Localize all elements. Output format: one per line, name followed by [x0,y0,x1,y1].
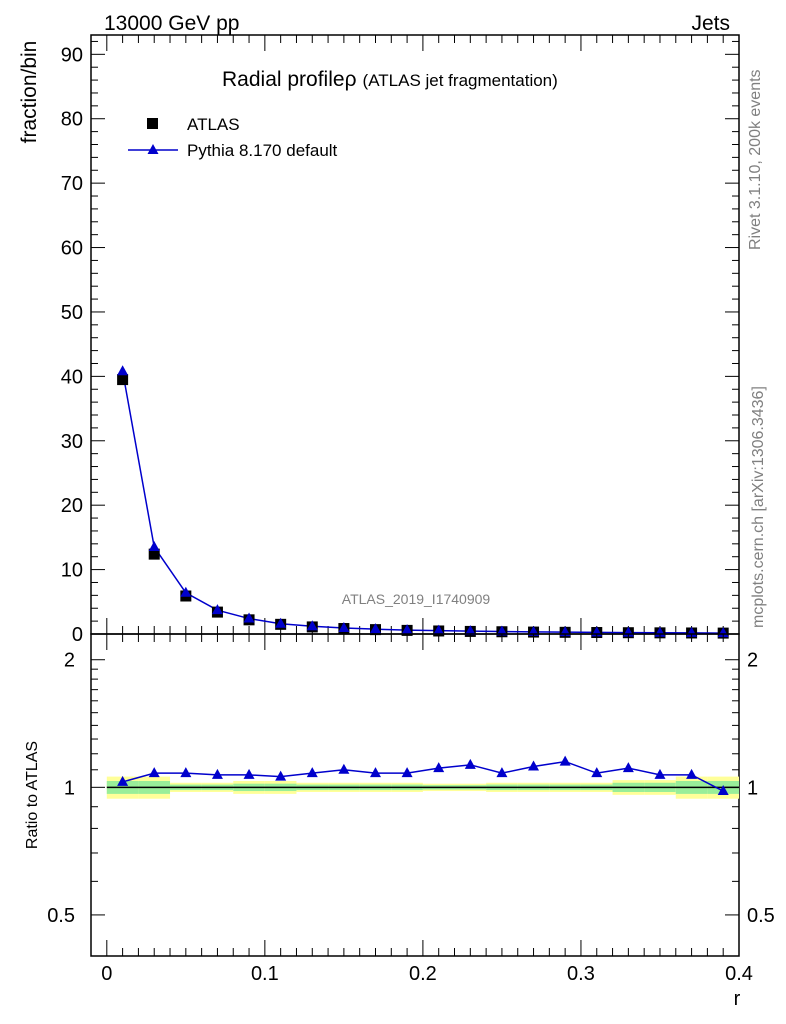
ratio-pythia-point [686,768,698,779]
main-y-tick-label: 10 [61,560,83,582]
x-axis-label: r [734,988,741,1010]
ratio-pythia-point [369,767,381,778]
pythia-data-point [180,586,192,597]
ratio-y-tick-label: 1 [64,777,75,799]
pythia-data-point [401,624,413,635]
ratio-x-axis: 0 0.1 0.2 0.3 0.4 [101,634,753,985]
ratio-frame [90,633,740,957]
ratio-y-tick-label: 2 [64,650,75,672]
pythia-data-point [369,623,381,634]
legend-pythia-marker [147,144,159,154]
pythia-data-point [148,541,160,552]
ratio-pythia-point [401,767,413,778]
ratio-pythia-line [122,760,724,792]
pythia-data-point [306,620,318,631]
atlas-data-point [117,374,129,386]
atlas-data-point [148,548,160,560]
pythia-data-point [211,604,223,615]
ratio-pythia-point [117,775,129,786]
ratio-y-axis: 0.5 0.5 1 1 2 2 [47,650,775,927]
ratio-pythia-point [211,768,223,779]
ratio-pythia-point [433,762,445,773]
main-y-tick-label: 40 [61,366,83,388]
ratio-panel: 0.5 0.51 12 2 0 0.1 0.2 0.3 0.4 Ratio to ATLAS … [24,633,775,1010]
ratio-y-tick-label-right: 2 [747,650,758,672]
main-y-tick-label: 0 [72,624,83,646]
rivet-version-label: Rivet 3.1.10, 200k events [747,69,764,250]
legend: ATLAS Pythia 8.170 default [128,115,338,160]
main-y-tick-label: 70 [61,173,83,195]
chart-title: Radial profileρ (ATLAS jet fragmentation) [222,68,558,91]
pythia-data-point [275,617,287,628]
main-y-tick-label: 60 [61,238,83,260]
ratio-y-tick-label-right: 0.5 [747,905,775,927]
main-y-tick-label: 80 [61,109,83,131]
ratio-y-label: Ratio to ATLAS [24,741,41,849]
ratio-pythia-point [528,760,540,771]
ratio-pythia-point [306,767,318,778]
ratio-pythia-point [275,770,287,781]
ratio-pythia-point [496,767,508,778]
x-tick-label: 0.1 [251,963,279,985]
pythia-data-point [338,621,350,632]
x-tick-label: 0 [101,963,112,985]
header-right: Jets [691,12,730,35]
ratio-pythia-point [338,763,350,774]
ratio-pythia-point [559,755,571,766]
ratio-y-tick-label-right: 1 [747,777,758,799]
main-y-tick-label: 50 [61,302,83,324]
ratio-y-tick-label: 0.5 [47,905,75,927]
pythia-data-point [243,612,255,623]
ratio-pythia-point [654,768,666,779]
legend-atlas-label: ATLAS [187,115,240,134]
x-tick-label: 0.3 [567,963,595,985]
x-tick-label: 0.4 [725,963,753,985]
legend-pythia-label: Pythia 8.170 default [187,141,338,160]
pythia-data-point [464,625,476,636]
mcplots-label: mcplots.cern.ch [arXiv:1306.3436] [750,386,767,628]
x-tick-label: 0.2 [409,963,437,985]
ratio-pythia-point [180,767,192,778]
main-y-axis: 0 10 20 30 40 50 60 70 80 90 [61,40,739,646]
header-left: 13000 GeV pp [104,12,239,35]
ratio-pythia-point [464,758,476,769]
ratio-pythia-point [148,767,160,778]
ratio-pythia-point [622,762,634,773]
main-y-label: fraction/bin [18,41,41,144]
legend-atlas-marker [147,118,158,129]
ratio-series-layer [106,755,739,796]
ratio-pythia-point [717,785,729,796]
main-y-tick-label: 20 [61,495,83,517]
pythia-data-point [117,365,129,376]
analysis-watermark: ATLAS_2019_I1740909 [342,591,491,607]
main-y-tick-label: 30 [61,431,83,453]
pythia-data-point [433,624,445,635]
ratio-pythia-point [591,767,603,778]
main-y-tick-label: 90 [61,44,83,66]
ratio-pythia-point [243,768,255,779]
pythia-data-point [496,625,508,636]
